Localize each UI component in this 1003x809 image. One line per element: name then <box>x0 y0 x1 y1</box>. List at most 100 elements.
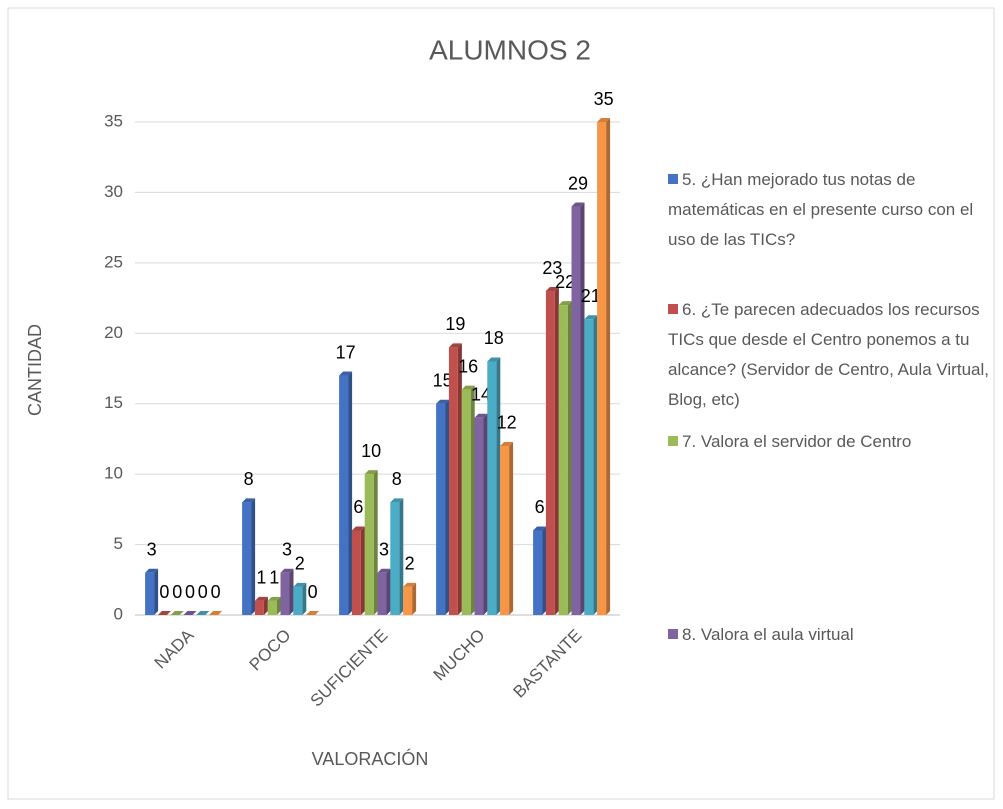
y-axis-label: CANTIDAD <box>25 324 45 416</box>
y-tick-label: 30 <box>104 182 123 201</box>
bar-top <box>487 357 501 362</box>
bar <box>584 319 594 615</box>
bar-top <box>390 498 404 503</box>
data-label: 35 <box>594 89 614 109</box>
bar-top <box>145 568 159 573</box>
bar-depth <box>470 385 475 615</box>
data-label: 1 <box>269 568 279 588</box>
bar-top <box>267 596 281 601</box>
y-tick-label: 0 <box>114 604 123 623</box>
bar-depth <box>302 582 307 615</box>
bar-top <box>157 611 171 615</box>
chart-title: ALUMNOS 2 <box>429 34 591 65</box>
bar <box>474 417 484 615</box>
bar-depth <box>263 596 268 615</box>
bar-depth <box>373 470 378 615</box>
bar <box>461 389 471 615</box>
bar-top <box>242 498 256 503</box>
bar-top <box>196 611 210 615</box>
legend-label: 5. ¿Han mejorado tus notas de matemática… <box>668 170 974 249</box>
bar-depth <box>445 399 450 615</box>
bar-top <box>351 526 365 531</box>
bar-top <box>209 611 223 615</box>
bar-depth <box>509 441 514 615</box>
bar-depth <box>554 287 559 615</box>
legend-label: 8. Valora el aula virtual <box>682 625 854 644</box>
legend-item: 7. Valora el servidor de Centro <box>668 427 993 457</box>
y-tick-label: 20 <box>104 323 123 342</box>
bar-depth <box>593 315 598 615</box>
bar-top <box>254 596 268 601</box>
data-label: 21 <box>581 286 601 306</box>
data-label: 15 <box>433 370 453 390</box>
data-label: 8 <box>392 469 402 489</box>
legend-swatch <box>668 436 678 446</box>
legend-swatch <box>668 629 678 639</box>
bar-depth <box>348 371 353 615</box>
bar-top <box>558 301 572 306</box>
bar <box>267 600 277 615</box>
data-label: 0 <box>211 582 221 602</box>
x-tick-label: NADA <box>151 625 198 672</box>
data-label: 23 <box>542 258 562 278</box>
legend-item: 5. ¿Han mejorado tus notas de matemática… <box>668 165 993 255</box>
bar-depth <box>251 498 256 615</box>
y-tick-label: 5 <box>114 534 123 553</box>
data-label: 3 <box>282 539 292 559</box>
bar-depth <box>276 596 281 615</box>
bar-depth <box>399 498 404 615</box>
bar-depth <box>542 526 547 615</box>
bar-top <box>584 315 598 320</box>
bar-top <box>545 287 559 292</box>
bar-top <box>571 202 585 207</box>
bar-top <box>377 568 391 573</box>
data-label: 0 <box>308 582 318 602</box>
bar-depth <box>580 202 585 615</box>
data-label: 8 <box>244 469 254 489</box>
data-label: 10 <box>361 441 381 461</box>
data-label: 0 <box>198 582 208 602</box>
data-label: 3 <box>147 539 157 559</box>
chart-border <box>7 7 995 800</box>
bar <box>448 347 458 615</box>
y-tick-label: 15 <box>104 393 123 412</box>
bar <box>339 375 349 615</box>
legend-item: 8. Valora el aula virtual <box>668 620 993 650</box>
bar <box>558 305 568 615</box>
data-label: 1 <box>256 568 266 588</box>
bar-depth <box>457 343 462 615</box>
bar <box>403 586 413 615</box>
bar-top <box>403 582 417 587</box>
bar <box>390 502 400 615</box>
legend-swatch <box>668 174 678 184</box>
y-tick-label: 35 <box>104 111 123 130</box>
bar-depth <box>483 413 488 615</box>
bar <box>545 291 555 615</box>
data-label: 17 <box>336 342 356 362</box>
bar-depth <box>567 301 572 615</box>
y-tick-label: 25 <box>104 252 123 271</box>
data-label: 16 <box>458 356 478 376</box>
x-tick-label: MUCHO <box>430 626 489 685</box>
bar <box>533 530 543 615</box>
bar-top <box>533 526 547 531</box>
bar-top <box>170 611 184 615</box>
bar <box>571 206 581 615</box>
bar-top <box>461 385 475 390</box>
bar-top <box>474 413 488 418</box>
data-label: 19 <box>445 314 465 334</box>
data-label: 14 <box>471 385 491 405</box>
bar-top <box>448 343 462 348</box>
bar <box>242 502 252 615</box>
bar-depth <box>386 568 391 615</box>
bar-depth <box>154 568 159 615</box>
data-label: 0 <box>159 582 169 602</box>
data-label: 6 <box>353 497 363 517</box>
bar-top <box>597 118 611 122</box>
bar-depth <box>360 526 365 615</box>
x-axis-label: VALORACIÓN <box>312 748 429 769</box>
bar <box>145 572 155 615</box>
bar <box>377 572 387 615</box>
